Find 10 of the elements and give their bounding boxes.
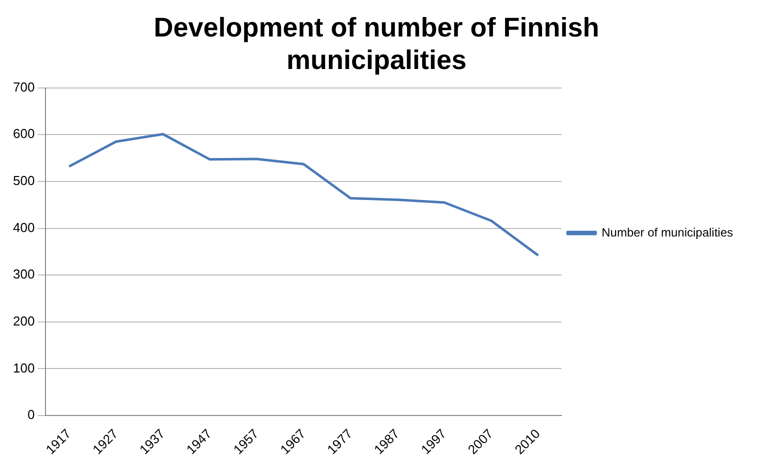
y-tick-label: 600	[12, 126, 35, 142]
y-tick-label: 700	[12, 79, 35, 94]
legend-label: Number of municipalities	[602, 225, 734, 240]
y-tick-label: 100	[12, 360, 35, 376]
y-tick-label: 200	[12, 313, 35, 328]
y-tick-label: 0	[27, 407, 35, 422]
chart-title: Development of number of Finnish municipalities	[154, 12, 600, 76]
y-tick-label: 300	[12, 266, 35, 282]
y-tick-label: 400	[12, 220, 35, 235]
y-tick-label: 500	[12, 173, 35, 188]
